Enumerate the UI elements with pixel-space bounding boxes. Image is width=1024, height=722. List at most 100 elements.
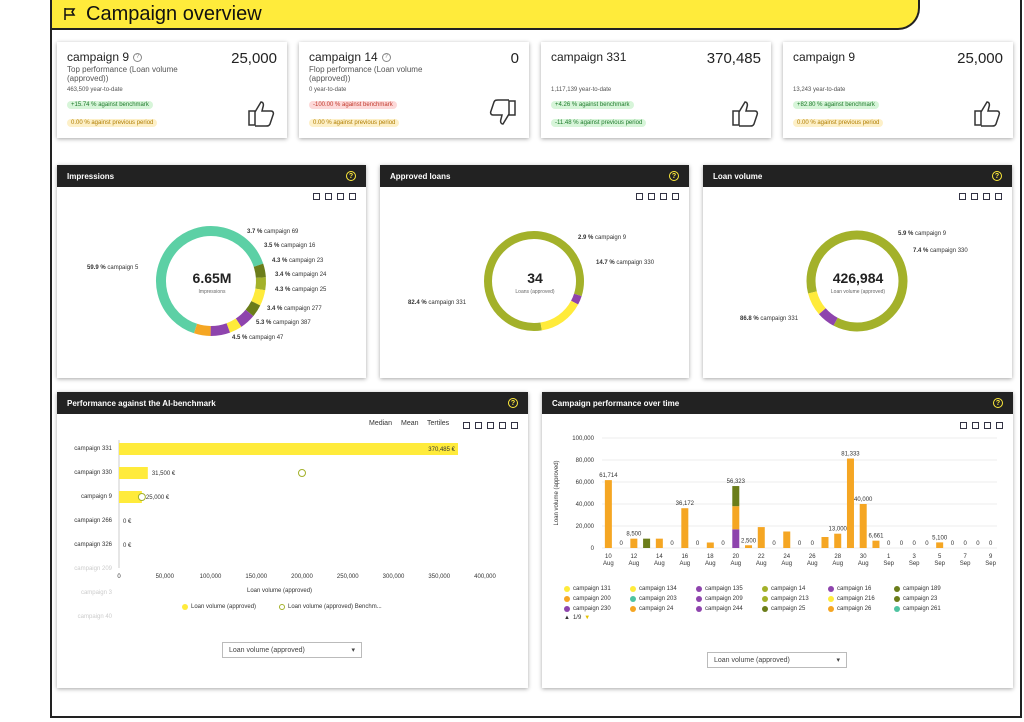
legend-item[interactable]: campaign 23	[894, 596, 937, 602]
legend-item[interactable]: campaign 135	[696, 586, 743, 592]
donut-slice-campaign-387[interactable]	[210, 323, 231, 336]
donut-slice-campaign-47[interactable]	[194, 323, 211, 336]
donut-slice-campaign-16[interactable]	[255, 277, 266, 291]
help-icon[interactable]: ?	[992, 171, 1002, 181]
bar-campaign-9[interactable]	[119, 491, 142, 503]
time-bar[interactable]	[681, 508, 689, 548]
legend-item[interactable]: campaign 134	[630, 586, 677, 592]
print-icon[interactable]	[660, 193, 667, 200]
time-bar[interactable]	[757, 527, 765, 548]
legend-item[interactable]: campaign 200	[564, 596, 611, 602]
chart-toolbar	[313, 193, 356, 200]
legend-item[interactable]: campaign 189	[894, 586, 941, 592]
metric-select[interactable]: Loan volume (approved) ▾	[222, 642, 362, 658]
legend-pager[interactable]: ▲ 1/9 ▼	[564, 615, 591, 621]
donut-slice-campaign-331[interactable]	[806, 230, 908, 332]
print-icon[interactable]	[984, 422, 991, 429]
legend-item[interactable]: campaign 26	[828, 606, 871, 612]
time-bar[interactable]	[655, 538, 663, 548]
legend-item[interactable]: campaign 244	[696, 606, 743, 612]
legend-item[interactable]: campaign 16	[828, 586, 871, 592]
donut-slice-campaign-331[interactable]	[484, 231, 584, 331]
mean-button[interactable]: Mean	[401, 420, 419, 427]
legend-item[interactable]: Loan volume (approved)	[182, 604, 256, 610]
legend-item[interactable]: campaign 14	[762, 586, 805, 592]
legend-item[interactable]: campaign 25	[762, 606, 805, 612]
donut-slice-campaign-9[interactable]	[818, 308, 838, 326]
help-icon[interactable]: ?	[346, 171, 356, 181]
export-icon[interactable]	[959, 193, 966, 200]
pager-up-icon[interactable]: ▲	[564, 615, 570, 621]
time-bar[interactable]	[745, 545, 753, 548]
donut-slice-campaign-5[interactable]	[156, 226, 264, 334]
donut-slice-campaign-23[interactable]	[251, 288, 266, 306]
legend-item[interactable]: Loan volume (approved) Benchm...	[279, 604, 382, 610]
print-icon[interactable]	[983, 193, 990, 200]
help-icon[interactable]: ?	[508, 398, 518, 408]
export-icon[interactable]	[475, 422, 482, 429]
fullscreen-icon[interactable]	[672, 193, 679, 200]
time-bar-segment[interactable]	[732, 529, 740, 548]
export-icon[interactable]	[971, 193, 978, 200]
export-icon[interactable]	[648, 193, 655, 200]
metric-select[interactable]: Loan volume (approved) ▾	[707, 652, 847, 668]
help-icon[interactable]: ?	[993, 398, 1003, 408]
kpi-desc	[793, 65, 933, 83]
time-bar[interactable]	[783, 531, 791, 549]
bar-campaign-331[interactable]	[119, 443, 458, 455]
donut-slice-campaign-330[interactable]	[808, 291, 826, 315]
benchmark-marker[interactable]	[298, 469, 306, 477]
time-bar-segment[interactable]	[732, 486, 740, 507]
help-icon[interactable]: ?	[133, 52, 143, 62]
time-bar[interactable]	[846, 458, 854, 548]
donut-slice-campaign-330[interactable]	[540, 300, 579, 331]
time-bar[interactable]	[630, 538, 638, 548]
page-title: Campaign overview	[86, 2, 262, 25]
time-bar[interactable]	[821, 537, 829, 548]
export-icon[interactable]	[960, 422, 967, 429]
time-bar[interactable]	[604, 480, 612, 548]
donut-slice-campaign-9[interactable]	[571, 293, 582, 305]
time-bar[interactable]	[706, 542, 714, 549]
donut-slice-campaign-24[interactable]	[245, 300, 261, 317]
export-icon[interactable]	[636, 193, 643, 200]
fullscreen-icon[interactable]	[349, 193, 356, 200]
time-bar[interactable]	[643, 538, 651, 548]
help-icon[interactable]: ?	[669, 171, 679, 181]
benchmark-marker[interactable]	[137, 493, 146, 501]
time-bar[interactable]	[872, 540, 880, 548]
donut-slice-campaign-69[interactable]	[253, 263, 266, 279]
y-tick-label: 20,000	[576, 524, 595, 530]
bar-campaign-330[interactable]	[119, 467, 148, 479]
legend-item[interactable]: campaign 213	[762, 596, 809, 602]
time-bar[interactable]	[859, 504, 867, 548]
export-icon[interactable]	[313, 193, 320, 200]
time-bar-segment[interactable]	[732, 506, 740, 530]
legend-item[interactable]: campaign 230	[564, 606, 611, 612]
legend-item[interactable]: campaign 131	[564, 586, 611, 592]
fullscreen-icon[interactable]	[995, 193, 1002, 200]
median-button[interactable]: Median	[369, 420, 392, 427]
fullscreen-icon[interactable]	[511, 422, 518, 429]
performance-over-time-card: Campaign performance over time? 100,000 8…	[542, 392, 1013, 688]
donut-slice-campaign-277[interactable]	[226, 318, 242, 333]
export-icon[interactable]	[487, 422, 494, 429]
fullscreen-icon[interactable]	[996, 422, 1003, 429]
time-bar[interactable]	[834, 533, 842, 548]
pager-down-icon[interactable]: ▼	[584, 615, 591, 621]
time-bar[interactable]	[936, 542, 944, 548]
sort-icon[interactable]	[463, 422, 470, 429]
print-icon[interactable]	[499, 422, 506, 429]
legend-item[interactable]: campaign 216	[828, 596, 875, 602]
period-chip: 0.00 % against previous period	[67, 119, 158, 127]
print-icon[interactable]	[337, 193, 344, 200]
legend-item[interactable]: campaign 24	[630, 606, 673, 612]
donut-slice-campaign-25[interactable]	[235, 309, 254, 327]
tertiles-button[interactable]: Tertiles	[427, 420, 450, 427]
legend-item[interactable]: campaign 261	[894, 606, 941, 612]
export-icon[interactable]	[325, 193, 332, 200]
legend-item[interactable]: campaign 203	[630, 596, 677, 602]
legend-item[interactable]: campaign 209	[696, 596, 743, 602]
help-icon[interactable]: ?	[381, 52, 391, 62]
export-icon[interactable]	[972, 422, 979, 429]
